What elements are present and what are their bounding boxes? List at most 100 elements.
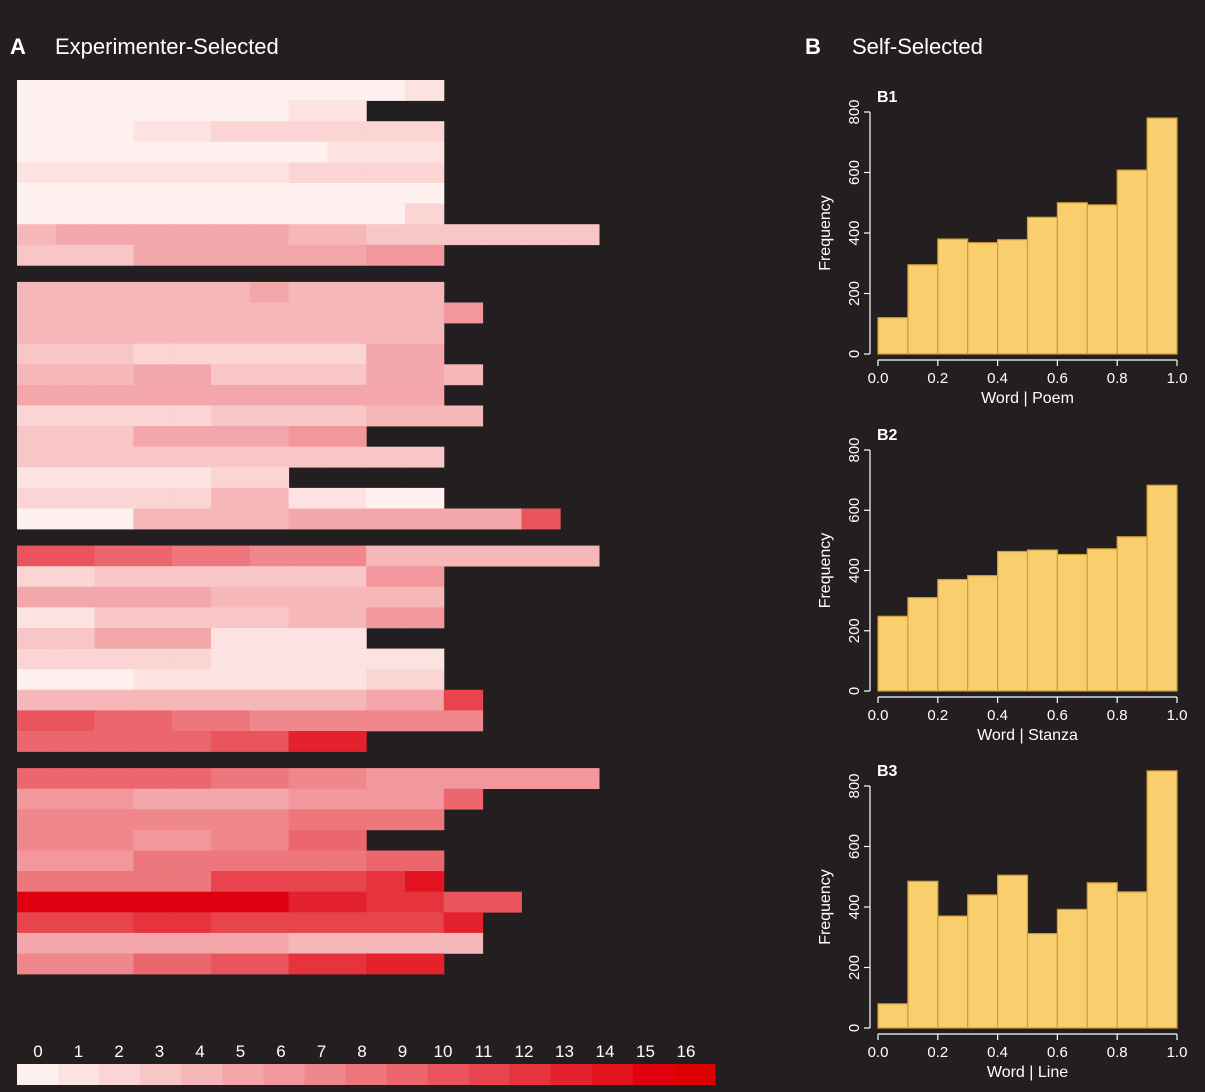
heatmap-cell [327,446,367,468]
heatmap-cell [211,343,251,365]
heatmap-cell [55,768,96,789]
histogram-bar [907,597,939,692]
heatmap-cell [211,80,251,101]
heatmap-cell [249,426,290,447]
heatmap-cell [405,121,445,143]
y-tick-label: 800 [846,773,863,798]
heatmap-cell [249,932,290,954]
heatmap-cell [17,669,57,691]
color-scale-tick-label: 2 [114,1042,123,1061]
heatmap-cell [55,607,96,629]
heatmap-cell [288,628,328,649]
y-tick-label: 400 [846,220,863,245]
heatmap-cell [172,809,212,831]
heatmap-cell [211,224,251,246]
heatmap-cell [211,710,251,732]
heatmap-cell [211,586,251,608]
heatmap-cell [17,162,57,184]
color-scale-swatch [468,1064,511,1085]
heatmap-cell [249,364,290,386]
heatmap-cell [133,912,173,934]
heatmap-cell [133,953,173,975]
heatmap-cell [211,384,251,406]
heatmap-cell [211,545,251,567]
heatmap-cell [288,162,328,184]
heatmap-cell [249,871,290,892]
heatmap-cell [94,121,134,143]
y-tick-label: 400 [846,558,863,583]
heatmap-cell [288,648,328,670]
heatmap-cell [327,545,367,567]
y-tick-label: 600 [846,834,863,859]
heatmap-cell [172,545,212,567]
heatmap-cell [249,405,290,427]
heatmap-cell [288,487,328,509]
heatmap-cell [249,183,290,204]
histogram-bar [1056,908,1088,1029]
histogram-bar [996,874,1029,1029]
heatmap-cell [482,768,522,789]
heatmap-cell [366,384,406,406]
y-tick-label: 200 [846,618,863,643]
heatmap-cell [405,224,445,246]
heatmap-cell [405,788,445,810]
heatmap-cell [366,545,406,567]
heatmap-cell [327,669,367,691]
heatmap-cell [366,710,406,732]
heatmap-cell [55,384,96,406]
heatmap-cell [249,203,290,225]
heatmap-cell [288,710,328,732]
heatmap-cell [55,343,96,365]
heatmap-cell [521,508,561,530]
heatmap-cell [288,586,328,608]
heatmap-cell [94,731,134,752]
heatmap-cell [172,121,212,143]
heatmap-cell [55,628,96,649]
heatmap-cell [17,426,57,447]
heatmap-cell [521,768,561,789]
heatmap-cell [249,446,290,468]
x-tick-label: 0.8 [1107,370,1128,387]
heatmap-cell [133,183,173,204]
heatmap-cell [172,648,212,670]
heatmap-cell [249,80,290,101]
heatmap-cell [133,545,173,567]
heatmap-cell [560,224,600,246]
histogram-bar [907,880,939,1029]
histogram-bar [1086,548,1118,692]
heatmap-cell [249,710,290,732]
heatmap-cell [211,788,251,810]
color-scale-swatch [99,1064,141,1085]
histogram-bar [1146,484,1178,692]
heatmap-cell [405,364,445,386]
heatmap-cell [249,953,290,975]
heatmap-cell [172,467,212,489]
heatmap-cell [521,545,561,567]
heatmap-cell [94,281,134,303]
heatmap-cell [94,932,134,954]
heatmap-cell [17,100,57,122]
heatmap-cell [288,183,328,204]
color-scale-tick-label: 11 [475,1042,493,1061]
histogram-bar [937,578,969,692]
heatmap-cell [249,788,290,810]
histogram-b1: 0.0 0.2 0.4 0.6 0.8 1.0 0 200 400 600 800 B1 Word | … [817,89,1187,407]
panel-title: B1 [877,89,898,106]
heatmap-cell [327,912,367,934]
heatmap-cell [288,302,328,324]
heatmap-cell [366,932,406,954]
heatmap-cell [17,871,57,892]
heatmap-cell [94,80,134,101]
heatmap-cell [172,323,212,344]
heatmap-cell [366,302,406,324]
heatmap-cell [366,607,406,629]
heatmap-cell [172,446,212,468]
heatmap-cell [249,891,290,913]
heatmap-cell [405,203,445,225]
heatmap-cell [211,669,251,691]
histogram-bar [1026,216,1058,355]
heatmap-cell [172,183,212,204]
heatmap-cell [211,871,251,892]
heatmap-cell [405,689,445,711]
